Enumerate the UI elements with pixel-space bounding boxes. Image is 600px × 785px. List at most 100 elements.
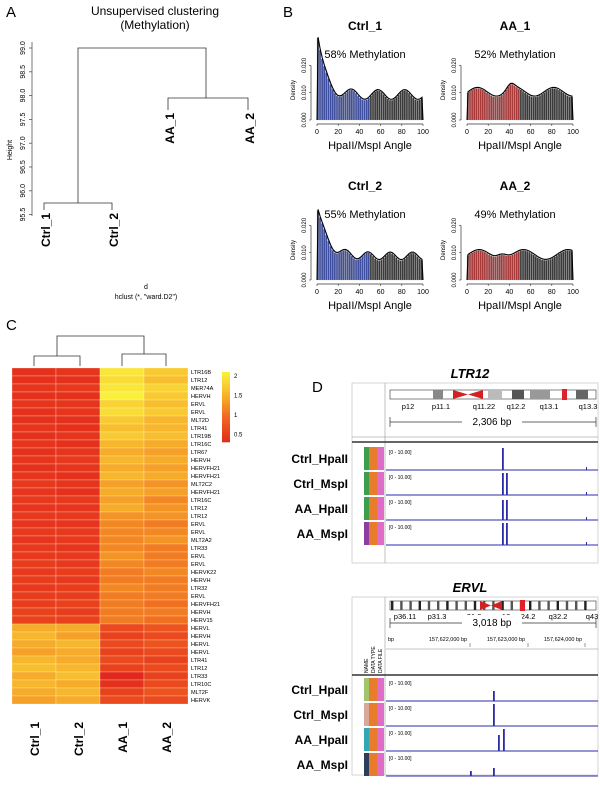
histogram-xtick-label: 20 [334, 289, 342, 296]
heatmap-row-label: LTR33 [191, 674, 207, 680]
browser-bottom-span: 3,018 bp [473, 618, 512, 629]
histogram-title: Ctrl_2 [348, 179, 382, 193]
histogram-bar [348, 253, 351, 281]
histogram-bar [327, 240, 330, 281]
heatmap-row-label: HERVK [191, 698, 210, 704]
track-label: Ctrl_MspI [293, 708, 348, 722]
heatmap-cell [143, 383, 189, 393]
ideogram-band-label: q24.2 [517, 612, 536, 621]
heatmap-row-label: HERVFH21 [191, 602, 220, 608]
histogram-bar [414, 99, 417, 121]
histogram-bar [410, 95, 413, 121]
histogram-xtick-label: 80 [548, 129, 556, 136]
histogram-y-label: Density [291, 240, 297, 260]
histogram-bar [522, 250, 525, 281]
heatmap-cell [143, 527, 189, 537]
ideogram-locus-marker [520, 600, 525, 611]
track-1: Ctrl_HpaII [0 - 10.00] [291, 678, 598, 702]
heatmap-cell [11, 663, 57, 673]
heatmap-row-label: HERVH [191, 578, 210, 584]
track-color-file [377, 678, 384, 701]
browser-top-tracks: Ctrl_HpaII [0 - 10.00] Ctrl_MspI [0 - 10.00… [291, 447, 598, 546]
heatmap-cell [55, 423, 101, 433]
dendro-ctrl-merge [43, 202, 113, 210]
panel-d-letter: D [312, 379, 323, 396]
heatmap-column-labels: Ctrl_1 Ctrl_2 AA_1 AA_2 [28, 722, 174, 756]
histogram-bar [401, 260, 404, 281]
ideogram-band [575, 601, 578, 610]
heatmap-row-label: HERVFH21 [191, 466, 220, 472]
histogram-bar [530, 96, 533, 121]
coordinate-label: bp [388, 637, 394, 643]
heatmap-cell [143, 575, 189, 585]
heatmap-row-label: MLT2F [191, 690, 209, 696]
ideogram-top-bands: p12 p11.1 q11.22 q12.2 q13.1 q13.3 [402, 402, 598, 411]
heatmap-row-label: MLT2D [191, 418, 209, 424]
heatmap-cell [55, 647, 101, 657]
legend-gradient-step [222, 388, 230, 391]
heatmap-cell [55, 599, 101, 609]
histogram-bar [319, 217, 322, 281]
dendro-aa-merge [167, 97, 249, 110]
histogram-bar [538, 258, 541, 281]
histogram-bar [469, 253, 472, 281]
heatmap-cell [55, 559, 101, 569]
heatmap-row-label: MLT2A2 [191, 538, 212, 544]
heatmap-row-label: LTR12 [191, 506, 207, 512]
histogram-bar [534, 256, 537, 281]
heatmap-cell [99, 447, 145, 457]
histogram-bar [555, 255, 558, 281]
heatmap-row-label: LTR33 [191, 546, 207, 552]
heatmap-cell [11, 519, 57, 529]
histogram-bar [568, 96, 571, 121]
heatmap-cell [143, 399, 189, 409]
histogram-bar [551, 88, 554, 121]
histogram-bar [329, 84, 332, 121]
histogram-bar [483, 252, 486, 281]
heatmap-row-label: LTR16B [191, 370, 211, 376]
legend-gradient-step [222, 378, 230, 381]
heatmap-cell [143, 543, 189, 553]
heatmap-row-label: HERVFH21 [191, 490, 220, 496]
histogram-bar [321, 58, 324, 121]
histogram-title: Ctrl_1 [348, 19, 382, 33]
panel-c: C LTR16BLTR12MER74AHERVHERVLERVLMLT2DLTR… [6, 317, 243, 756]
heatmap-color-legend: 2 1.5 1 0.5 [222, 372, 243, 443]
heatmap-row-label: LTR16C [191, 498, 211, 504]
histogram-xtick-label: 40 [356, 129, 364, 136]
heatmap-cell [99, 487, 145, 497]
histogram-bar [473, 88, 476, 121]
track-color-name [364, 728, 369, 751]
heatmap-cell [55, 607, 101, 617]
heatmap-cell [11, 679, 57, 689]
heatmap-cell [143, 439, 189, 449]
heatmap-cell [99, 543, 145, 553]
ideogram-band [391, 601, 394, 610]
heatmap-cell [11, 415, 57, 425]
track-color-name [364, 522, 369, 545]
heatmap-cell [143, 679, 189, 689]
heatmap-cell [143, 375, 189, 385]
heatmap-cell [11, 495, 57, 505]
heatmap-cell [55, 551, 101, 561]
histogram-bar [388, 252, 391, 281]
track-color-type [369, 522, 377, 545]
ideogram-band-label: q11.22 [473, 402, 495, 411]
track-peak [493, 704, 495, 726]
track-label: AA_MspI [297, 758, 348, 772]
heatmap-row-label: HERVH [191, 458, 210, 464]
panel-a-title-line2: (Methylation) [120, 18, 189, 32]
heatmap-cell [99, 431, 145, 441]
heatmap-cell [11, 623, 57, 633]
histogram-title: AA_1 [500, 19, 531, 33]
heatmap-cell [55, 623, 101, 633]
heatmap-cell [99, 511, 145, 521]
histogram-bar [477, 250, 480, 281]
heatmap-cell [55, 463, 101, 473]
panel-a-caption: hclust (*, "ward.D2") [115, 294, 178, 301]
heatmap-cell [143, 671, 189, 681]
heatmap-cell [11, 567, 57, 577]
histogram-bar [357, 95, 360, 121]
legend-gradient-step [222, 412, 230, 415]
heatmap-cell [11, 599, 57, 609]
